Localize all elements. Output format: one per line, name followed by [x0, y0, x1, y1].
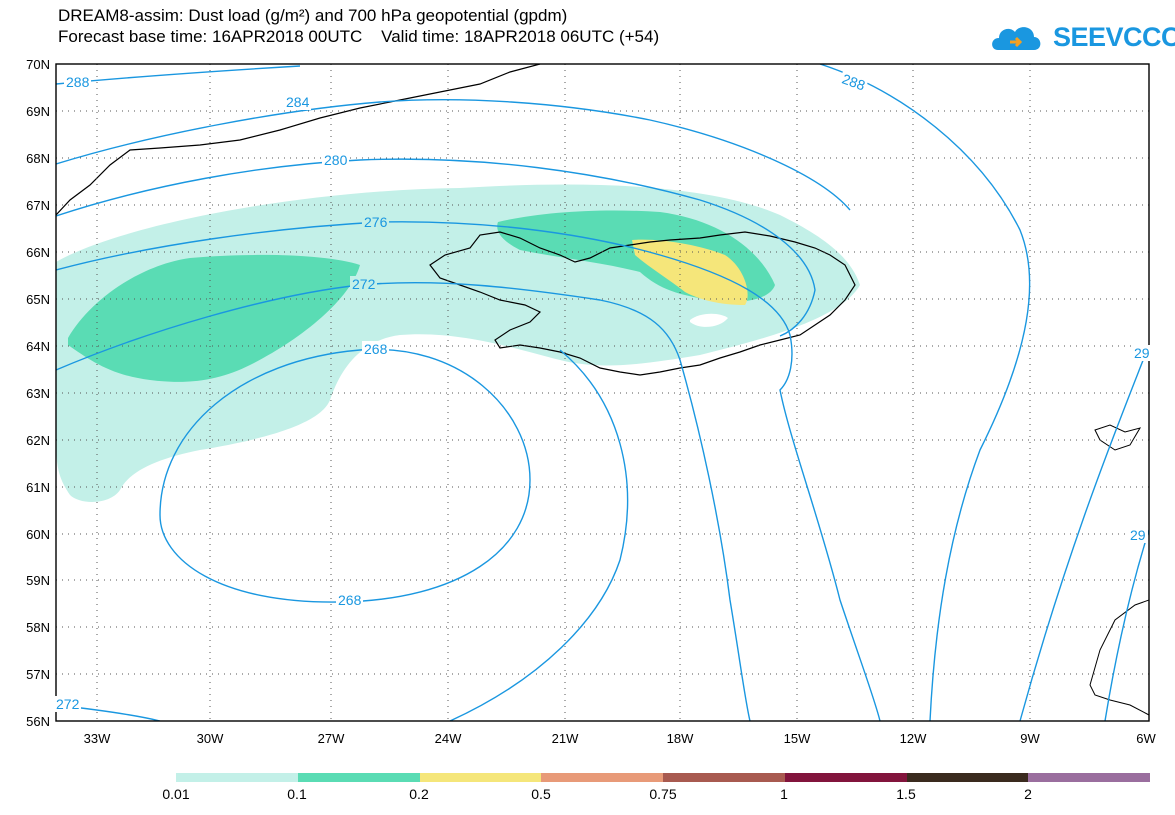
lat-label: 68N	[26, 151, 50, 166]
lon-label: 21W	[551, 731, 579, 746]
contour-284	[56, 99, 851, 211]
legend-label: 2	[1024, 786, 1032, 802]
logo-text: SEEVCCC	[1053, 22, 1175, 52]
lat-label: 58N	[26, 620, 50, 635]
greenland-coastline	[56, 64, 541, 216]
legend-swatch	[541, 773, 663, 782]
lat-label: 65N	[26, 292, 50, 307]
legend-label: 0.5	[531, 786, 551, 802]
contour-272	[56, 282, 751, 721]
contour-label: 284	[284, 94, 312, 110]
plot-frame	[55, 63, 1150, 722]
map-title: DREAM8-assim: Dust load (g/m²) and 700 h…	[58, 6, 568, 25]
lon-label: 18W	[666, 731, 694, 746]
legend-label: 0.75	[649, 786, 677, 802]
lon-label: 6W	[1136, 731, 1156, 746]
lon-label: 27W	[317, 731, 345, 746]
legend-swatch	[784, 773, 907, 782]
contour-label: 280	[322, 152, 350, 168]
lat-label: 62N	[26, 433, 50, 448]
contour-label: 268	[336, 592, 364, 608]
lat-label: 67N	[26, 198, 50, 213]
legend-label: 1	[780, 786, 788, 802]
lat-label: 56N	[26, 714, 50, 729]
lat-label: 59N	[26, 573, 50, 588]
lat-label: 61N	[26, 480, 50, 495]
lon-label: 12W	[899, 731, 927, 746]
legend-swatch	[663, 773, 785, 782]
cloud-logo-icon	[992, 27, 1041, 50]
lon-label: 30W	[196, 731, 224, 746]
contour-292-b	[1104, 529, 1149, 721]
lat-label: 57N	[26, 667, 50, 682]
lon-label: 24W	[434, 731, 462, 746]
contour-label: 29	[1128, 527, 1148, 543]
legend-label: 0.01	[162, 786, 190, 802]
lon-label: 9W	[1020, 731, 1040, 746]
contour-292-a	[1019, 344, 1149, 721]
map-subtitle: Forecast base time: 16APR2018 00UTC Vali…	[58, 27, 660, 46]
contour-label: 272	[350, 276, 378, 292]
contour-280	[56, 158, 816, 337]
contour-268-closed	[159, 348, 531, 603]
contour-label: 276	[362, 214, 390, 230]
legend-label: 1.5	[896, 786, 916, 802]
legend-swatch	[906, 773, 1029, 782]
contour-288-east	[819, 64, 1031, 721]
contour-label: 268	[362, 341, 390, 357]
lon-label: 15W	[783, 731, 811, 746]
legend-label: 0.1	[287, 786, 307, 802]
legend-swatch	[419, 773, 542, 782]
contour-268-outer	[449, 349, 629, 721]
dust-area-mid-west	[68, 254, 360, 382]
contour-288-west	[56, 65, 301, 85]
iceland-coastline	[429, 231, 856, 376]
contour-label: 29	[1132, 345, 1152, 361]
legend-label: 0.2	[409, 786, 429, 802]
lat-label: 69N	[26, 104, 50, 119]
legend-swatch	[1028, 773, 1150, 782]
lat-label: 63N	[26, 386, 50, 401]
lat-label: 64N	[26, 339, 50, 354]
lat-label: 60N	[26, 527, 50, 542]
legend-swatch	[297, 773, 420, 782]
color-legend	[176, 773, 1150, 782]
legend-swatch	[176, 773, 298, 782]
lat-label: 70N	[26, 57, 50, 72]
contour-label: 288	[64, 74, 92, 90]
lat-label: 66N	[26, 245, 50, 260]
contour-label: 272	[54, 696, 82, 712]
dust-area-high	[632, 239, 748, 305]
contour-276	[56, 221, 881, 721]
lon-label: 33W	[83, 731, 111, 746]
